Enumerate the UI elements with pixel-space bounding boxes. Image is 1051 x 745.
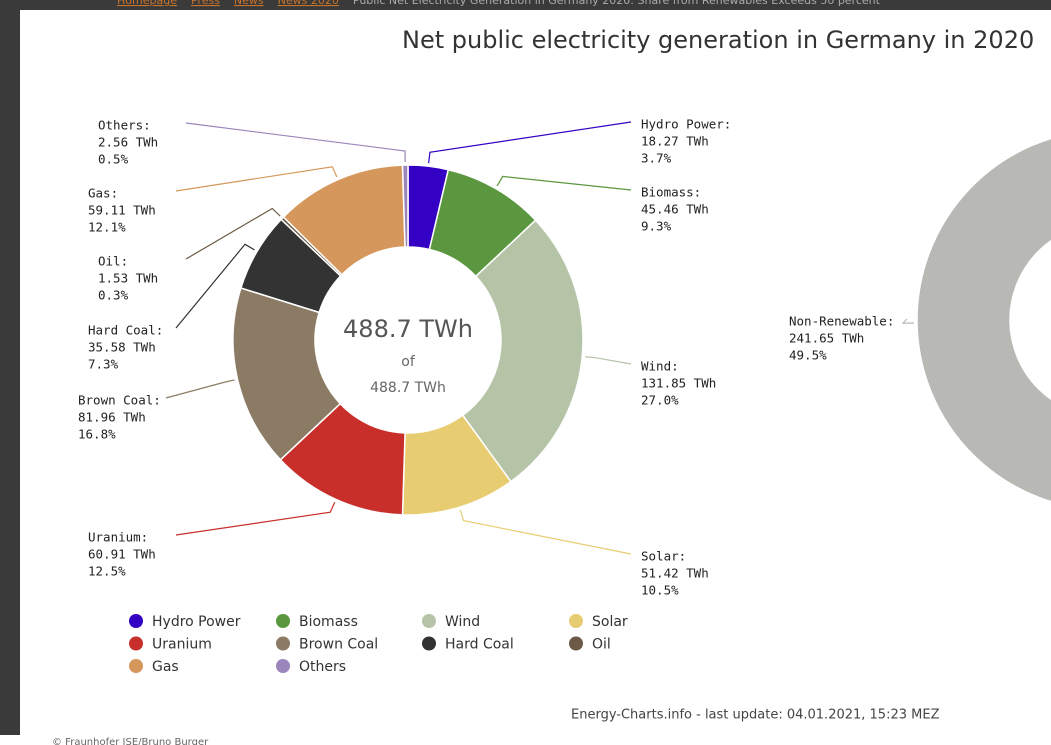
slice-label: 3.7% (641, 151, 672, 166)
leader-line (185, 207, 281, 260)
legend-swatch (129, 659, 143, 673)
slice-label: 10.5% (641, 583, 679, 598)
slice-label: Others: (98, 118, 151, 133)
breadcrumb-item: Homepage (117, 0, 177, 7)
center-of: of (401, 354, 416, 370)
center-total: 488.7 TWh (370, 380, 446, 396)
slice-label: 9.3% (641, 219, 672, 234)
slice-label: 60.91 TWh (88, 547, 156, 562)
breadcrumb-item: News (234, 0, 264, 7)
slice-label: 35.58 TWh (88, 340, 156, 355)
slice-label: 81.96 TWh (78, 410, 146, 425)
breadcrumb-item: Press (191, 0, 220, 7)
slice-label: 1.53 TWh (98, 271, 158, 286)
breadcrumb-item: News 2020 (278, 0, 339, 7)
slice-label: 59.11 TWh (88, 203, 156, 218)
legend-swatch (129, 636, 143, 651)
leader-line (428, 121, 632, 164)
legend-swatch (129, 614, 143, 628)
legend-swatch (276, 636, 290, 651)
slice-label: Hard Coal: (88, 323, 163, 338)
leader-line (901, 318, 915, 324)
slice-label: 131.85 TWh (641, 376, 716, 391)
slice-label: 45.46 TWh (641, 202, 709, 217)
slice-label: Non-Renewable: (789, 314, 894, 329)
slice-label: Solar: (641, 549, 686, 564)
slice-label: 0.3% (98, 288, 129, 303)
slice-label: 16.8% (78, 427, 116, 442)
slice-label: Brown Coal: (78, 393, 161, 408)
legend-swatch (569, 614, 583, 628)
slice-label: Uranium: (88, 530, 148, 545)
slice (461, 219, 584, 483)
slice-label: 241.65 TWh (789, 331, 864, 346)
legend-swatch (422, 636, 436, 651)
legend-label: Brown Coal (299, 637, 378, 653)
breadcrumb-item: Public Net Electricity Generation in Ger… (353, 0, 881, 7)
slice-label: Hydro Power: (641, 117, 731, 132)
legend-label: Oil (592, 637, 611, 653)
legend-swatch (569, 636, 583, 651)
chart-title: Net public electricity generation in Ger… (402, 26, 1034, 54)
leader-line (175, 243, 255, 329)
legend-label: Hydro Power (152, 614, 241, 630)
footer: Energy-Charts.info - last update: 04.01.… (571, 708, 940, 723)
slice-label: 12.1% (88, 220, 126, 235)
leader-line (165, 379, 235, 399)
slice-label: 27.0% (641, 393, 679, 408)
copyright: © Fraunhofer ISE/Bruno Burger (52, 737, 209, 745)
slice-label: 7.3% (88, 357, 119, 372)
slice-label: Oil: (98, 254, 128, 269)
leader-line (175, 166, 338, 192)
legend-swatch (422, 614, 436, 628)
legend-label: Others (299, 659, 346, 675)
slice-label: 49.5% (789, 348, 827, 363)
legend-swatch (276, 614, 290, 628)
leader-line (459, 509, 632, 555)
legend-label: Uranium (152, 637, 212, 653)
slice-label: 51.42 TWh (641, 566, 709, 581)
legend-label: Gas (152, 659, 179, 675)
center-value: 488.7 TWh (343, 315, 473, 343)
slice (401, 164, 409, 248)
slice-label: 12.5% (88, 564, 126, 579)
leader-line (496, 175, 632, 191)
leader-line (585, 356, 632, 365)
slice-label: 18.27 TWh (641, 134, 709, 149)
legend-label: Hard Coal (445, 637, 514, 653)
slice-label: Gas: (88, 186, 118, 201)
legend-swatch (276, 659, 290, 673)
legend-label: Biomass (299, 614, 358, 630)
legend-label: Solar (592, 614, 628, 630)
leader-line (175, 501, 336, 536)
slice (916, 137, 1051, 503)
slice-label: Biomass: (641, 185, 701, 200)
leader-line (185, 122, 406, 163)
slice-label: 0.5% (98, 152, 129, 167)
slice-label: Wind: (641, 359, 679, 374)
legend-label: Wind (445, 614, 480, 630)
slice-label: 2.56 TWh (98, 135, 158, 150)
